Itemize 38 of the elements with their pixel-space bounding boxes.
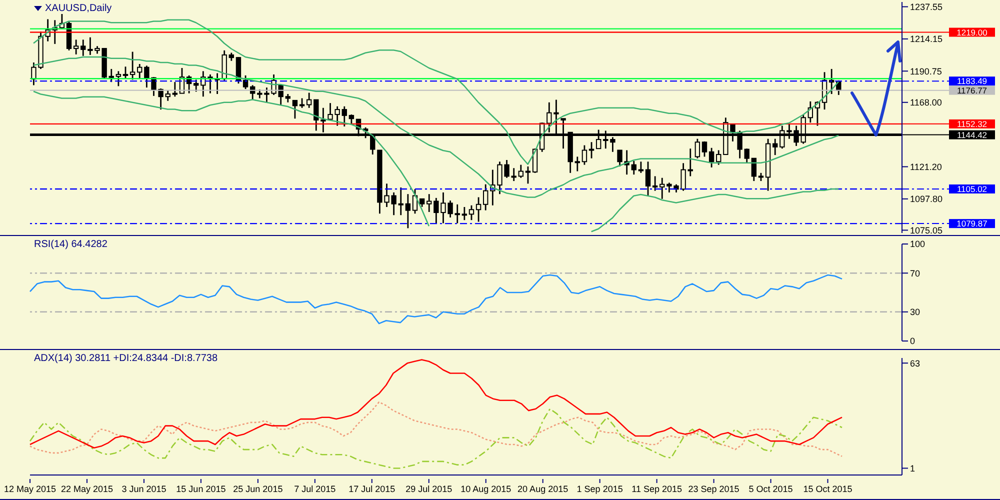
y-tick-label: 1121.20 [910, 162, 942, 172]
y-tick-label: 63 [910, 358, 920, 368]
x-tick-label: 23 Sep 2015 [688, 484, 740, 494]
x-tick-label: 10 Aug 2015 [460, 484, 512, 494]
x-tick-label: 25 Jun 2015 [233, 484, 283, 494]
chart-title: XAUUSD,Daily [45, 3, 112, 14]
y-tick-label: 1190.75 [910, 66, 942, 76]
ref-line-label: 1144.42 [956, 130, 988, 140]
x-tick-label: 20 Aug 2015 [518, 484, 568, 494]
ref-line-label: 1219.00 [956, 27, 988, 38]
x-tick-label: 5 Oct 2015 [748, 484, 793, 494]
chart-title: RSI(14) 64.4282 [34, 239, 108, 250]
x-tick-label: 17 Jul 2015 [348, 484, 396, 494]
x-tick-label: 15 Oct 2015 [803, 484, 852, 494]
y-tick-label: 1237.55 [910, 2, 943, 12]
y-tick-label: 1 [910, 463, 916, 474]
x-tick-label: 22 May 2015 [60, 484, 114, 494]
x-tick-label: 1 Sep 2015 [576, 484, 623, 494]
y-tick-label: 1168.00 [910, 98, 942, 108]
y-tick-label: 1097.80 [910, 194, 943, 204]
x-tick-label: 11 Sep 2015 [632, 484, 682, 494]
chart-title: ADX(14) 30.2811 +DI:24.8344 -DI:8.7738 [34, 353, 218, 364]
x-tick-label: 3 Jun 2015 [122, 484, 166, 494]
ref-line-label: 1079.87 [956, 218, 988, 229]
y-tick-label: 0 [910, 336, 916, 346]
y-tick-label: 30 [910, 307, 920, 318]
y-tick-label: 70 [910, 268, 920, 278]
y-tick-label: 1075.05 [910, 225, 943, 236]
y-tick-label: 100 [910, 239, 926, 250]
ref-line-label: 1183.49 [956, 76, 988, 86]
ref-line-label: 1176.77 [956, 85, 988, 96]
ref-line-label: 1105.02 [956, 184, 988, 194]
x-tick-label: 15 Jun 2015 [176, 484, 226, 494]
x-tick-label: 12 May 2015 [4, 484, 56, 494]
ref-line-label: 1152.32 [956, 118, 988, 129]
x-tick-label: 29 Jul 2015 [406, 484, 452, 494]
y-tick-label: 1214.15 [910, 34, 943, 44]
x-tick-label: 7 Jul 2015 [294, 484, 336, 494]
